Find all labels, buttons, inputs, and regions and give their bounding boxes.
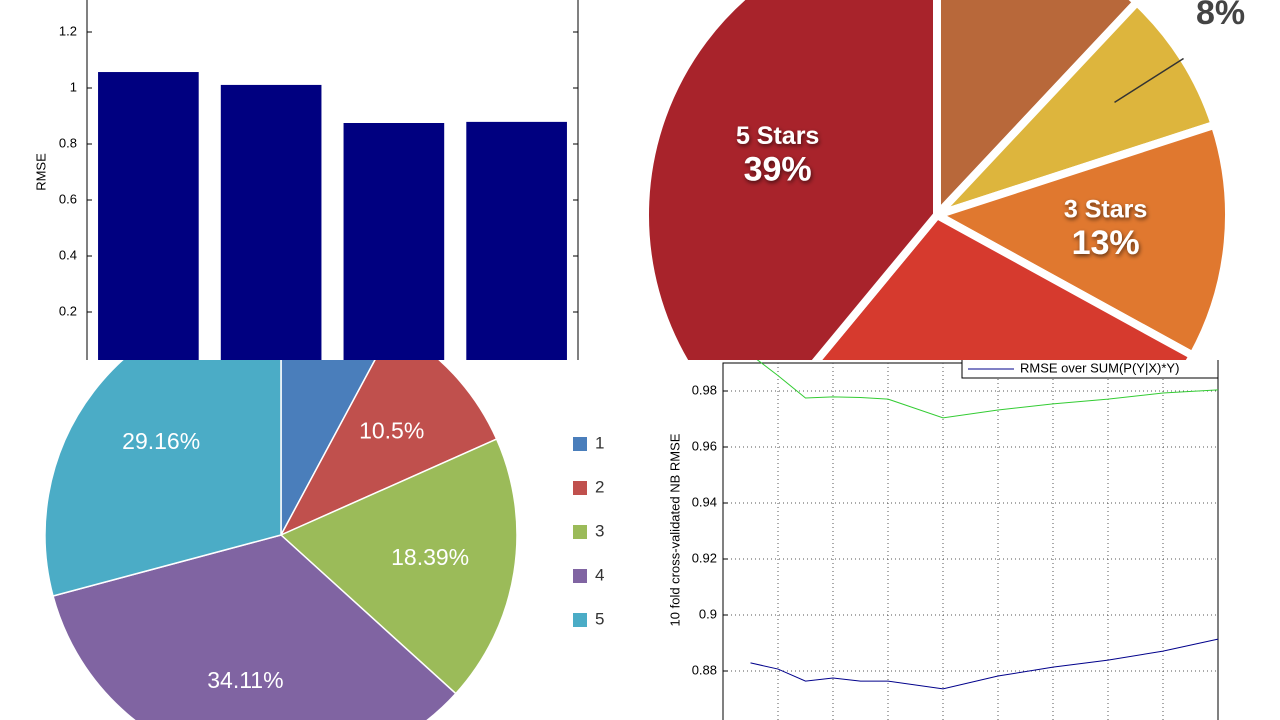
line-chart: 0.88 0.9 0.92 0.94 0.96 0.98 RMSE over SUM(P(Y… (667, 360, 1219, 720)
legend-swatch (573, 525, 587, 539)
legend-swatch (573, 613, 587, 627)
line-series (750, 638, 1219, 690)
y-tick-label: 0.94 (692, 494, 717, 509)
legend-label: 4 (595, 565, 604, 584)
slice-value-label: 13% (1072, 224, 1140, 262)
y-tick-label: 1.2 (59, 23, 77, 38)
slice-category-label: 3 Stars (1064, 196, 1147, 224)
slice-value-label: 10.5% (359, 417, 424, 443)
legend-box (961, 360, 1219, 379)
bar (98, 72, 199, 360)
slice-value-label: 8% (1196, 0, 1245, 32)
y-tick-label: 0.88 (692, 662, 717, 677)
y-tick-label: 0.98 (692, 382, 717, 397)
legend-label: 1 (595, 433, 604, 452)
slice-value-label: 39% (744, 151, 812, 189)
y-tick-label: 0.96 (692, 438, 717, 453)
y-tick-label: 0.8 (59, 135, 77, 150)
y-tick-label: 0.2 (59, 303, 77, 318)
y-tick-label: 0.6 (59, 191, 77, 206)
line-series (756, 360, 1219, 419)
pie-slice (280, 360, 498, 536)
plot-area (722, 362, 1219, 720)
legend-swatch (573, 437, 587, 451)
y-tick-label: 0.9 (699, 606, 717, 621)
pie-chart: 10.5% 18.39% 34.11% 29.16% 1 2 3 4 5 (44, 360, 604, 720)
slice-value-label: 34.11% (207, 667, 283, 693)
legend-swatch (573, 569, 587, 583)
legend-swatch (573, 481, 587, 495)
slice-value-label: 29.16% (122, 428, 200, 454)
legend-label: 5 (595, 609, 604, 628)
y-axis-label: RMSE (33, 153, 48, 191)
pie-slice (280, 438, 518, 695)
leader-line (1114, 57, 1184, 103)
legend-label: 2 (595, 477, 604, 496)
bar (343, 123, 445, 360)
y-tick-label: 1 (70, 79, 77, 94)
y-tick-label: 0.92 (692, 550, 717, 565)
pie-slice (52, 534, 457, 720)
bar (466, 121, 567, 360)
pie-slice (641, 0, 941, 360)
bar-chart: 0.2 0.4 0.6 0.8 1 1.2 RMSE (33, 0, 579, 360)
y-tick-label: 0.4 (59, 247, 77, 262)
bar (220, 84, 322, 360)
legend-label: 3 (595, 521, 604, 540)
pie-slice (44, 360, 282, 597)
y-axis-label: 10 fold cross-validated NB RMSE (667, 433, 682, 626)
slice-value-label: 18.39% (391, 544, 469, 570)
legend-label: RMSE over SUM(P(Y|X)*Y) (1020, 360, 1179, 375)
slice-category-label: 5 Stars (736, 122, 819, 150)
pie-slice (933, 120, 1233, 360)
